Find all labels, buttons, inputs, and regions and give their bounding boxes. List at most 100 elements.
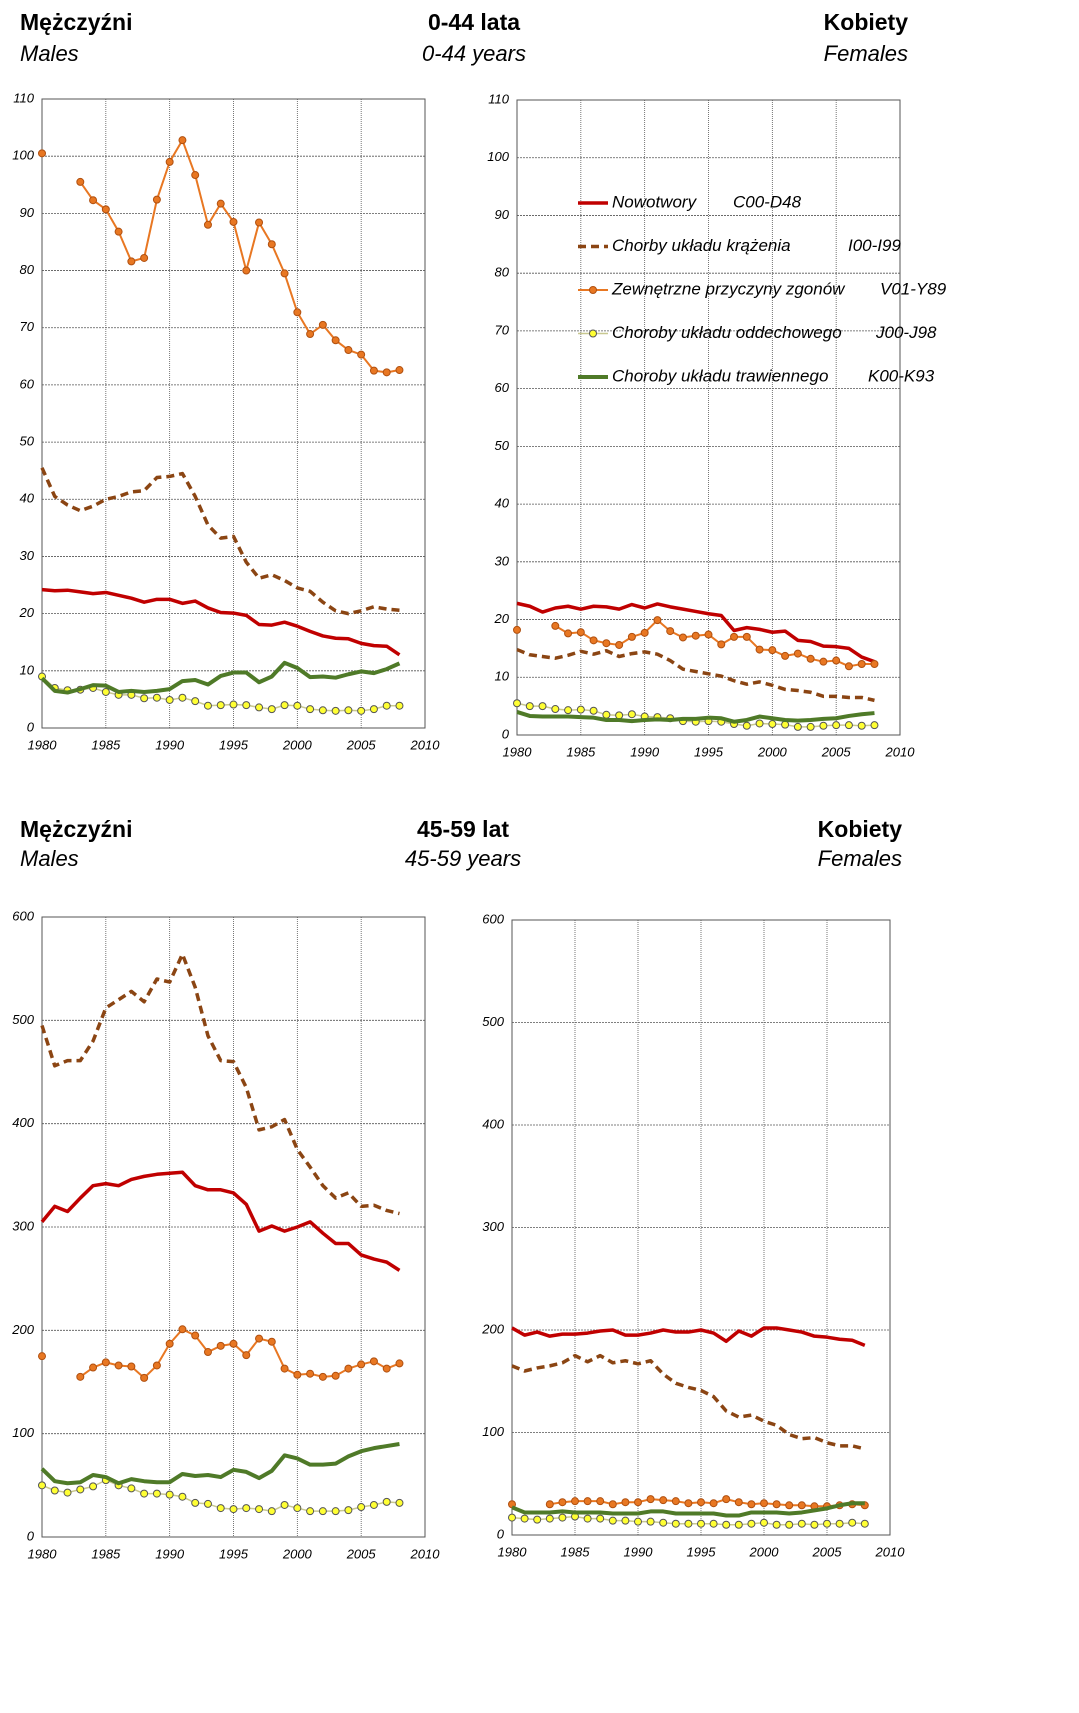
series-marker bbox=[627, 710, 636, 719]
x-tick-label: 2010 bbox=[410, 1546, 441, 1561]
x-tick-label: 1995 bbox=[694, 744, 724, 759]
legend-label: Zewnętrzne przyczyny zgonów bbox=[611, 279, 846, 298]
y-tick-label: 400 bbox=[12, 1115, 34, 1130]
series-marker bbox=[717, 640, 726, 649]
series-marker bbox=[382, 368, 391, 377]
y-tick-label: 40 bbox=[20, 491, 35, 506]
legend-code: C00-D48 bbox=[733, 192, 802, 211]
series-marker bbox=[832, 721, 841, 730]
series-marker bbox=[293, 701, 302, 710]
series-marker bbox=[255, 1334, 264, 1343]
series-marker bbox=[797, 1501, 806, 1510]
series-line bbox=[40, 952, 400, 1216]
series-marker bbox=[203, 220, 212, 229]
series-marker bbox=[89, 1482, 98, 1491]
series-marker bbox=[63, 1488, 72, 1497]
y-tick-label: 90 bbox=[20, 205, 35, 220]
series-marker bbox=[768, 720, 777, 729]
series-marker bbox=[848, 1518, 857, 1527]
series-line bbox=[40, 467, 400, 616]
series-marker bbox=[564, 706, 573, 715]
y-tick-label: 600 bbox=[482, 911, 504, 926]
series-marker bbox=[844, 662, 853, 671]
series-marker bbox=[50, 1486, 59, 1495]
series-marker bbox=[704, 630, 713, 639]
x-tick-label: 1980 bbox=[28, 1546, 58, 1561]
series-marker bbox=[870, 721, 879, 730]
series-marker bbox=[344, 346, 353, 355]
series-marker bbox=[242, 1504, 251, 1513]
series-marker bbox=[747, 1500, 756, 1509]
section-center-subtitle: 0-44 years bbox=[422, 41, 526, 66]
series-marker bbox=[38, 1352, 46, 1361]
x-tick-label: 1990 bbox=[630, 744, 660, 759]
series-marker bbox=[860, 1519, 869, 1528]
series-marker bbox=[318, 1507, 327, 1516]
x-tick-label: 2010 bbox=[410, 737, 441, 752]
x-tick-label: 1980 bbox=[28, 737, 58, 752]
series-marker bbox=[395, 701, 404, 710]
series-marker bbox=[216, 701, 225, 710]
series-marker bbox=[653, 616, 662, 625]
series-marker bbox=[671, 1519, 680, 1528]
series-marker bbox=[229, 700, 238, 709]
x-tick-label: 2005 bbox=[812, 1544, 843, 1559]
series-marker bbox=[280, 1364, 289, 1373]
series-marker bbox=[781, 720, 790, 729]
series-marker bbox=[152, 1361, 161, 1370]
series-marker bbox=[76, 1485, 85, 1494]
series-marker bbox=[806, 654, 815, 663]
series-marker bbox=[742, 721, 751, 730]
series-marker bbox=[551, 705, 560, 714]
series-marker bbox=[255, 218, 264, 227]
legend-code: J00-J98 bbox=[875, 323, 937, 342]
x-tick-label: 1990 bbox=[155, 737, 185, 752]
series-marker bbox=[646, 1495, 655, 1504]
series-line bbox=[40, 1170, 401, 1272]
plot-frame bbox=[511, 919, 891, 1536]
y-tick-label: 40 bbox=[495, 496, 510, 511]
series-marker bbox=[178, 136, 187, 145]
series-marker bbox=[576, 705, 585, 714]
series-marker bbox=[730, 632, 739, 641]
series-marker bbox=[318, 320, 327, 329]
y-tick-label: 80 bbox=[495, 265, 510, 280]
series-marker bbox=[395, 1498, 404, 1507]
series-marker bbox=[344, 1364, 353, 1373]
series-marker bbox=[89, 196, 98, 205]
series-marker bbox=[646, 1517, 655, 1526]
series-marker bbox=[823, 1519, 831, 1528]
series-marker bbox=[602, 639, 611, 648]
series-marker bbox=[659, 1496, 668, 1505]
series-marker bbox=[178, 693, 187, 702]
series-marker bbox=[819, 657, 828, 666]
section-left-title: Mężczyźni bbox=[20, 816, 132, 842]
series-marker bbox=[101, 205, 110, 214]
series-marker bbox=[684, 1519, 693, 1528]
series-marker bbox=[178, 1492, 187, 1501]
series-marker bbox=[513, 699, 521, 708]
series-marker bbox=[306, 705, 315, 714]
y-tick-label: 70 bbox=[495, 322, 510, 337]
series-marker bbox=[760, 1499, 768, 1508]
series-marker bbox=[318, 706, 327, 715]
series-marker bbox=[772, 1520, 781, 1529]
series-marker bbox=[709, 1519, 718, 1528]
y-tick-label: 60 bbox=[495, 380, 510, 395]
series-marker bbox=[216, 1341, 225, 1350]
series-marker bbox=[152, 1489, 161, 1498]
series-marker bbox=[267, 1337, 276, 1346]
series-marker bbox=[357, 1503, 366, 1512]
y-tick-label: 50 bbox=[495, 438, 510, 453]
y-tick-label: 110 bbox=[13, 90, 34, 105]
series-marker bbox=[684, 1499, 693, 1508]
series-marker bbox=[857, 659, 866, 668]
series-marker bbox=[525, 702, 534, 711]
legend-label: Nowotwory bbox=[612, 192, 698, 211]
series-marker bbox=[165, 695, 174, 704]
section-right-subtitle: Females bbox=[824, 41, 908, 66]
series-marker bbox=[819, 721, 828, 730]
x-tick-label: 1990 bbox=[624, 1544, 654, 1559]
series-marker bbox=[242, 266, 251, 275]
